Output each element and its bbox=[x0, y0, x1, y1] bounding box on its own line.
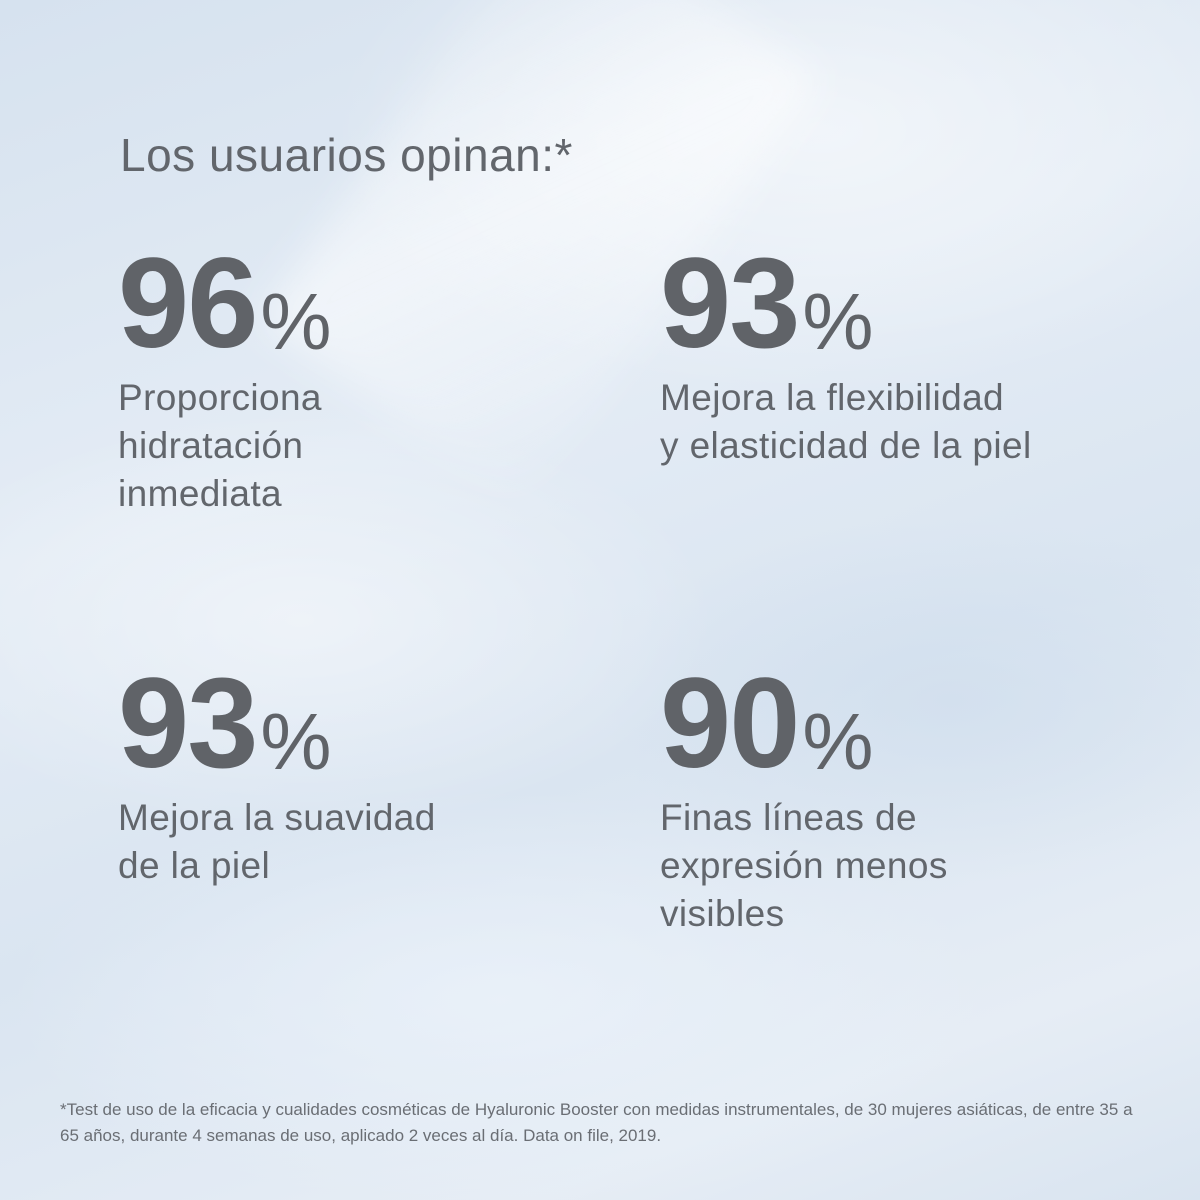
stat-flexibility: 93 % Mejora la flexibilidad y elasticida… bbox=[660, 240, 1032, 470]
stat-number: 93 bbox=[118, 652, 258, 795]
percent-sign: % bbox=[802, 277, 874, 366]
stat-value: 96 % bbox=[118, 240, 332, 368]
percent-sign: % bbox=[802, 697, 874, 786]
stat-number: 93 bbox=[660, 232, 800, 375]
stat-description: Proporciona hidratación inmediata bbox=[118, 377, 322, 514]
stat-description: Mejora la suavidad de la piel bbox=[118, 797, 436, 886]
stat-number: 90 bbox=[660, 652, 800, 795]
stat-hydration: 96 % Proporciona hidratación inmediata bbox=[118, 240, 332, 518]
stat-smoothness: 93 % Mejora la suavidad de la piel bbox=[118, 660, 436, 890]
stat-number: 96 bbox=[118, 232, 258, 375]
percent-sign: % bbox=[260, 697, 332, 786]
stat-value: 93 % bbox=[118, 660, 436, 788]
stat-value: 90 % bbox=[660, 660, 948, 788]
percent-sign: % bbox=[260, 277, 332, 366]
page-title: Los usuarios opinan:* bbox=[120, 129, 573, 181]
stat-description: Mejora la flexibilidad y elasticidad de … bbox=[660, 377, 1032, 466]
stat-description: Finas líneas de expresión menos visibles bbox=[660, 797, 948, 934]
footnote: *Test de uso de la eficacia y cualidades… bbox=[60, 1100, 1133, 1145]
stat-value: 93 % bbox=[660, 240, 1032, 368]
stat-fine-lines: 90 % Finas líneas de expresión menos vis… bbox=[660, 660, 948, 938]
